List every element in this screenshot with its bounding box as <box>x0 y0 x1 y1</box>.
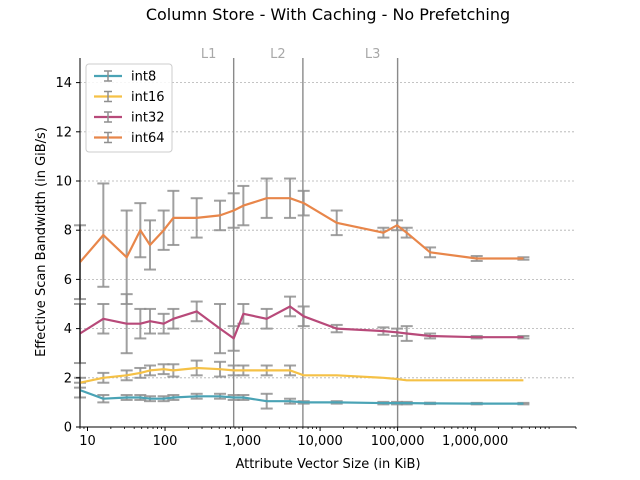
y-tick-label: 4 <box>64 322 72 337</box>
legend-item-int16: int16 <box>94 90 165 105</box>
y-tick-label: 14 <box>55 76 72 91</box>
series-line-int8 <box>79 389 524 405</box>
series-line-int32 <box>79 305 524 340</box>
y-tick-label: 6 <box>64 273 72 288</box>
y-tick-label: 10 <box>55 175 72 190</box>
series-int8 <box>74 381 530 410</box>
legend-label-int8: int8 <box>131 70 156 85</box>
ticks: 0 2 4 6 8 10 12 14 10 100 1,000 10,000 100,000 1,000,… <box>55 76 577 449</box>
series-line-int64 <box>79 197 524 263</box>
y-tick-label: 12 <box>55 125 72 140</box>
x-tick-label: 100,000 <box>371 434 425 449</box>
grid-lines <box>80 82 576 379</box>
data-series <box>74 177 530 410</box>
series-line-int16 <box>79 366 524 384</box>
legend-item-int8: int8 <box>94 70 156 85</box>
axes <box>79 58 576 428</box>
x-axis-label: Attribute Vector Size (in KiB) <box>235 457 420 472</box>
legend: int8 int16 int32 int64 <box>85 63 173 153</box>
legend-item-int64: int64 <box>94 131 165 146</box>
legend-box <box>85 63 173 153</box>
x-tick-label: 10,000 <box>297 434 343 449</box>
chart-title: Column Store - With Caching - No Prefetc… <box>146 5 510 24</box>
cache-label-l3: L3 <box>365 47 381 62</box>
cache-label-l2: L2 <box>270 47 286 62</box>
series-int64 <box>74 177 530 305</box>
legend-label-int16: int16 <box>131 90 165 105</box>
legend-item-int32: int32 <box>94 111 165 126</box>
x-tick-label: 100 <box>153 434 178 449</box>
x-tick-label: 1,000 <box>224 434 261 449</box>
cache-label-l1: L1 <box>201 47 217 62</box>
y-tick-label: 2 <box>64 371 72 386</box>
y-tick-label: 8 <box>64 224 72 239</box>
x-tick-label: 10 <box>79 434 96 449</box>
y-tick-label: 0 <box>64 421 72 436</box>
legend-label-int32: int32 <box>131 111 165 126</box>
series-int16 <box>74 359 297 389</box>
legend-label-int64: int64 <box>131 131 165 146</box>
y-axis-label: Effective Scan Bandwidth (in GiB/s) <box>34 127 49 357</box>
x-tick-label: 1,000,000 <box>442 434 508 449</box>
